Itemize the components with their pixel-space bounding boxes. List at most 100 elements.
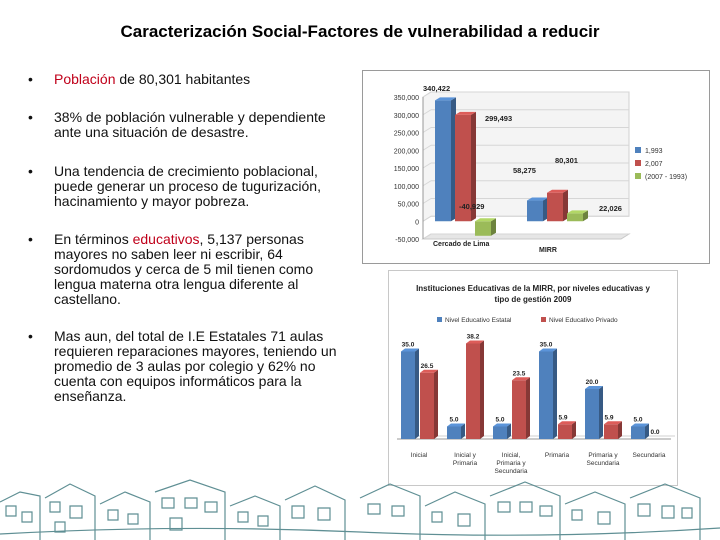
legend-label: 1,993 [645, 148, 663, 155]
bar [558, 424, 572, 439]
bar [466, 343, 480, 439]
x-category-label: Inicial y [454, 452, 476, 459]
data-label: 299,493 [485, 114, 512, 123]
bar [401, 351, 415, 439]
data-label: 5.9 [604, 414, 613, 421]
y-tick-label: 50,000 [398, 202, 420, 209]
x-category-label: Primaria y [496, 460, 526, 467]
data-label: 0.0 [650, 429, 659, 436]
x-category-label: Inicial, [502, 452, 521, 459]
bar-side [563, 189, 568, 222]
x-category-label: Inicial [411, 452, 428, 459]
bar-side [543, 197, 548, 222]
gridline-diag [422, 233, 432, 240]
y-tick-label: 200,000 [394, 148, 419, 155]
bar [420, 372, 434, 439]
population-chart: 350,000 300,000 250,000 200,000 150,000 100,0… [362, 70, 710, 264]
bullet-text: Una tendencia de crecimiento poblacional… [54, 163, 321, 209]
gridline-diag [422, 162, 432, 169]
gridline-diag [422, 198, 432, 204]
bar-side [526, 377, 530, 439]
x-category-label: Secundaria [587, 460, 620, 467]
gridline-diag [422, 109, 432, 116]
bar-side [583, 210, 588, 222]
data-label: 5.0 [495, 417, 504, 424]
bullet-item: • Mas aun, del total de I.E Estatales 71… [22, 329, 352, 404]
y-tick-label: -50,000 [395, 237, 419, 244]
bar-side [461, 423, 465, 439]
population-chart-svg: 350,000 300,000 250,000 200,000 150,000 100,0… [394, 84, 687, 254]
data-label: 5.9 [558, 414, 567, 421]
bullet-highlight: educativos [132, 231, 200, 247]
bar [585, 389, 599, 439]
chart-title-line: Instituciones Educativas de la MIRR, por… [416, 284, 650, 293]
bar-side [451, 97, 456, 222]
gridline-diag [422, 127, 432, 133]
bullet-item: • Población de 80,301 habitantes [22, 72, 352, 87]
bar-side [618, 421, 622, 439]
bullet-dot: • [28, 71, 33, 87]
legend-swatch [635, 160, 641, 166]
bullet-dot: • [28, 328, 33, 344]
y-tick-label: 350,000 [394, 95, 419, 102]
bar [567, 213, 583, 222]
bar [512, 380, 526, 439]
legend-label: (2007 - 1993) [645, 174, 687, 181]
education-chart-svg: Instituciones Educativas de la MIRR, por… [397, 284, 675, 475]
bar-top [447, 423, 465, 427]
bullet-highlight: Población [54, 71, 116, 87]
bar [435, 100, 451, 222]
bar [539, 351, 553, 439]
x-category-label: MIRR [539, 247, 557, 254]
y-tick-label: 150,000 [394, 166, 419, 173]
data-label: 5.0 [633, 417, 642, 424]
legend-swatch [541, 317, 546, 322]
y-tick-label: 100,000 [394, 184, 419, 191]
data-label: 35.0 [402, 342, 415, 349]
bar-side [553, 348, 557, 439]
footer-houses-illustration [0, 479, 720, 540]
bullet-text: 38% de población vulnerable y dependient… [54, 109, 326, 140]
bar-side [434, 369, 438, 439]
bar-top [475, 218, 496, 222]
bar-side [645, 423, 649, 439]
data-label: 35.0 [540, 342, 553, 349]
bar-top [493, 423, 511, 427]
bar [475, 221, 491, 236]
x-category-label: Primaria [545, 452, 570, 459]
bar-top [455, 111, 476, 115]
education-chart: Instituciones Educativas de la MIRR, por… [388, 270, 678, 486]
data-label: 26.5 [421, 363, 434, 370]
bullet-text: de 80,301 habitantes [115, 71, 251, 87]
legend-label: 2,007 [645, 161, 663, 168]
bar-top [401, 348, 419, 352]
bar-top [435, 97, 456, 101]
bar-top [420, 369, 438, 373]
data-label: 38.2 [467, 334, 480, 341]
legend-swatch [635, 173, 641, 179]
bar-top [631, 423, 649, 427]
bar [455, 114, 471, 222]
data-label: 58,275 [513, 166, 536, 175]
bar-side [415, 348, 419, 439]
legend-swatch [437, 317, 442, 322]
legend-swatch [635, 147, 641, 153]
slide-title: Caracterización Social-Factores de vulne… [120, 22, 600, 41]
bullet-item: • En términos educativos, 5,137 personas… [22, 232, 352, 307]
bullet-item: • 38% de población vulnerable y dependie… [22, 110, 352, 140]
bullet-text: Mas aun, del total de I.E Estatales 71 a… [54, 328, 337, 404]
y-tick-label: 0 [415, 219, 419, 226]
x-category-label: Cercado de Lima [433, 241, 490, 248]
gridline-diag [422, 180, 432, 187]
bar-top [604, 421, 622, 425]
legend-label: Nivel Educativo Estatal [445, 317, 512, 324]
gridline-diag [422, 215, 432, 222]
x-category-label: Secundaria [633, 452, 666, 459]
bar-top [585, 386, 603, 389]
bullet-dot: • [28, 163, 33, 179]
data-label: 23.5 [513, 370, 526, 377]
legend-label: Nivel Educativo Privado [549, 317, 618, 324]
bar [447, 426, 461, 439]
bar-top [558, 421, 576, 425]
bullet-text-post: , 5,137 personas mayores no saben leer n… [54, 231, 314, 307]
